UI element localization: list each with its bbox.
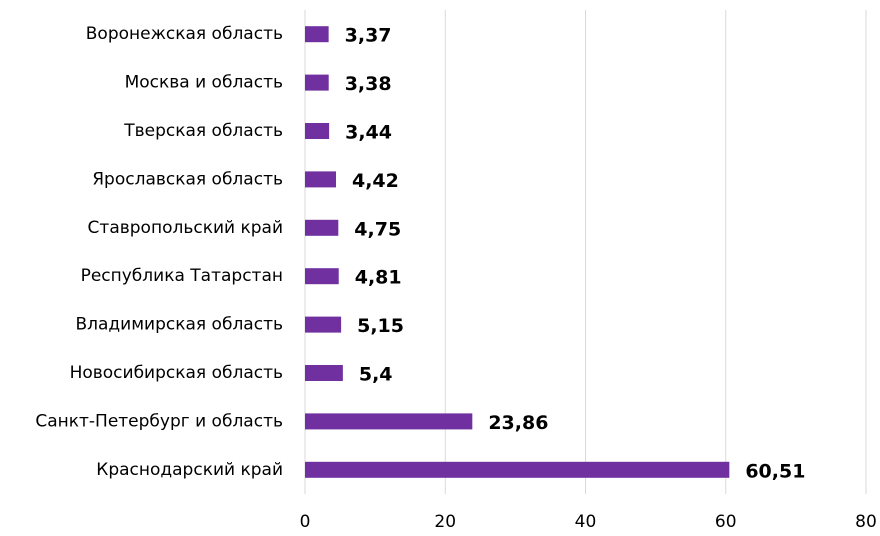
value-label: 5,4	[359, 364, 393, 386]
value-label: 4,81	[355, 267, 402, 289]
y-tick-label: Воронежская область	[86, 24, 283, 44]
bar	[305, 413, 473, 430]
y-tick-label: Ставропольский край	[88, 218, 283, 238]
bar	[305, 461, 730, 478]
value-label: 4,42	[352, 170, 399, 192]
value-label: 3,44	[345, 122, 392, 144]
bar	[305, 123, 330, 139]
x-tick-label: 0	[300, 512, 311, 532]
value-label: 23,86	[488, 412, 548, 434]
x-tick-label: 60	[715, 512, 737, 532]
x-tick-label: 80	[855, 512, 877, 532]
y-tick-label: Республика Татарстан	[81, 266, 283, 286]
y-tick-label: Ярославская область	[92, 169, 283, 189]
bar	[305, 316, 342, 333]
value-label: 3,37	[345, 25, 392, 47]
value-label: 3,38	[345, 73, 392, 95]
y-tick-label: Новосибирская область	[70, 363, 283, 383]
bar	[305, 268, 339, 285]
value-label: 4,75	[354, 218, 401, 240]
value-label: 60,51	[745, 460, 805, 482]
y-tick-label: Краснодарский край	[96, 460, 283, 480]
y-tick-label: Владимирская область	[75, 315, 283, 335]
y-tick-label: Москва и область	[125, 73, 283, 93]
bar	[305, 26, 329, 43]
y-tick-label: Санкт-Петербург и область	[35, 411, 283, 431]
value-label: 5,15	[357, 315, 404, 337]
x-tick-label: 40	[575, 512, 597, 532]
bar	[305, 74, 329, 91]
bar	[305, 171, 336, 188]
bar	[305, 365, 343, 381]
x-tick-label: 20	[434, 512, 456, 532]
y-tick-label: Тверская область	[123, 121, 283, 141]
bar	[305, 219, 339, 236]
